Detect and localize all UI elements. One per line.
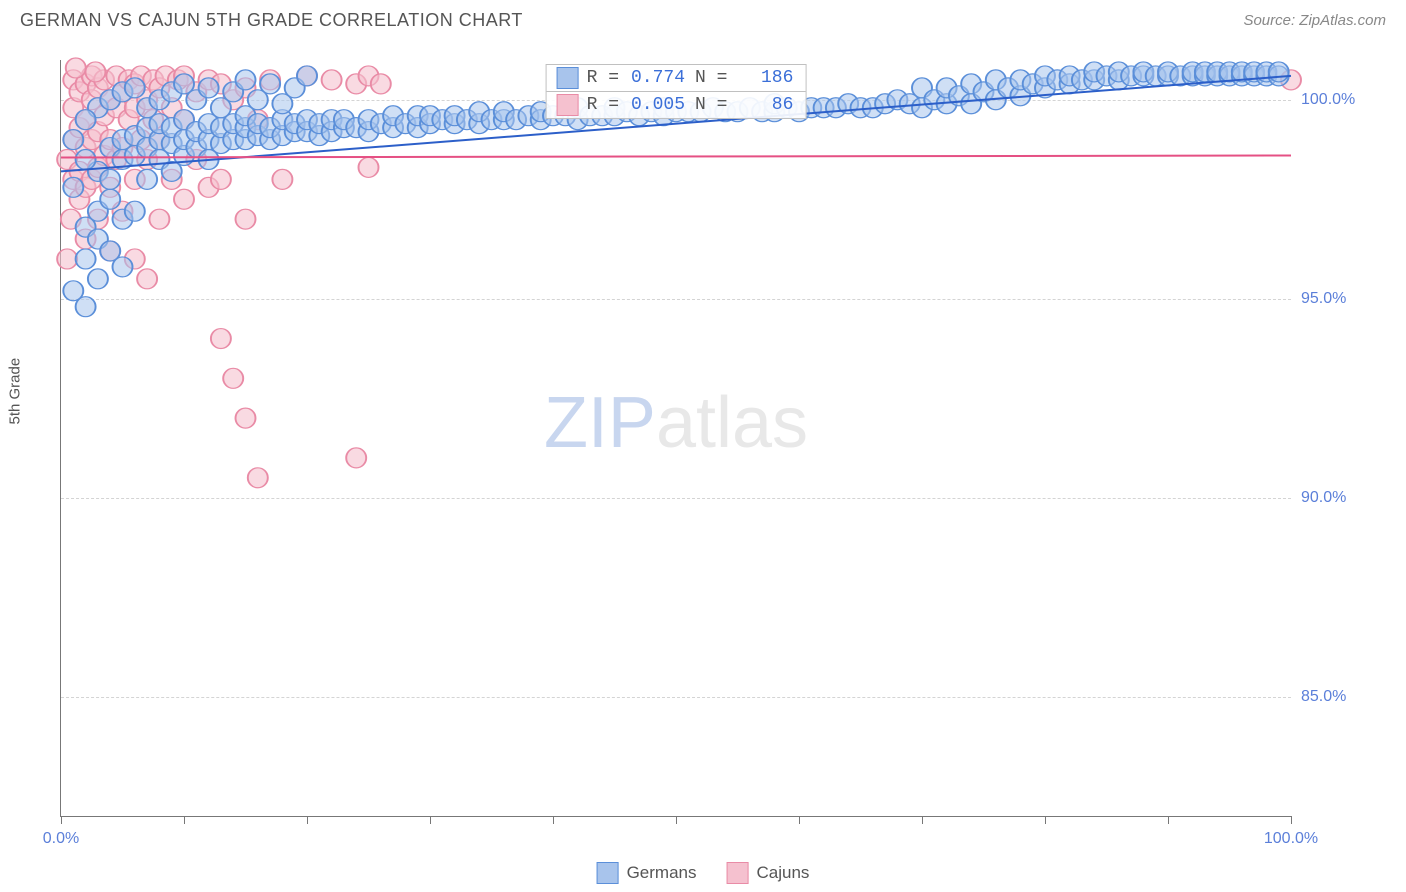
x-tick <box>430 816 431 824</box>
data-point <box>57 249 77 269</box>
data-point <box>1269 62 1289 82</box>
x-tick <box>799 816 800 824</box>
data-point <box>211 169 231 189</box>
data-point <box>248 468 268 488</box>
data-point <box>76 110 96 130</box>
legend-item-germans: Germans <box>597 862 697 884</box>
chart-title: GERMAN VS CAJUN 5TH GRADE CORRELATION CH… <box>20 10 523 31</box>
data-point <box>346 448 366 468</box>
x-tick <box>1045 816 1046 824</box>
data-point <box>211 329 231 349</box>
stat-n-germans: 186 <box>735 68 795 88</box>
trend-line <box>61 155 1291 157</box>
data-point <box>125 78 145 98</box>
data-point <box>137 169 157 189</box>
stat-r-germans: 0.774 <box>627 68 687 88</box>
data-point <box>76 249 96 269</box>
stats-row-germans: R = 0.774 N = 186 <box>547 65 806 92</box>
y-tick-label: 100.0% <box>1301 91 1376 109</box>
y-tick-label: 90.0% <box>1301 489 1376 507</box>
data-point <box>199 78 219 98</box>
data-point <box>149 209 169 229</box>
data-point <box>88 269 108 289</box>
stat-n-label: N = <box>693 95 729 115</box>
data-point <box>63 177 83 197</box>
data-point <box>174 189 194 209</box>
x-tick <box>307 816 308 824</box>
x-tick <box>1291 816 1292 824</box>
stats-row-cajuns: R = 0.005 N = 86 <box>547 92 806 118</box>
data-point <box>223 368 243 388</box>
legend-swatch-cajuns <box>727 862 749 884</box>
data-point <box>371 74 391 94</box>
x-tick <box>676 816 677 824</box>
legend: Germans Cajuns <box>597 862 810 884</box>
x-tick <box>553 816 554 824</box>
stat-r-label: R = <box>585 95 621 115</box>
x-tick-label: 100.0% <box>1264 830 1318 848</box>
swatch-cajuns <box>557 94 579 116</box>
x-tick <box>1168 816 1169 824</box>
data-point <box>137 269 157 289</box>
data-point <box>236 70 256 90</box>
scatter-svg <box>61 60 1291 816</box>
data-point <box>100 189 120 209</box>
source-attribution: Source: ZipAtlas.com <box>1243 12 1386 29</box>
x-tick <box>922 816 923 824</box>
data-point <box>260 74 280 94</box>
data-point <box>322 70 342 90</box>
stat-r-label: R = <box>585 68 621 88</box>
data-point <box>359 157 379 177</box>
data-point <box>297 66 317 86</box>
data-point <box>125 201 145 221</box>
stat-n-label: N = <box>693 68 729 88</box>
data-point <box>76 149 96 169</box>
legend-swatch-germans <box>597 862 619 884</box>
data-point <box>100 169 120 189</box>
x-tick <box>61 816 62 824</box>
y-tick-label: 85.0% <box>1301 688 1376 706</box>
x-tick <box>184 816 185 824</box>
data-point <box>236 209 256 229</box>
y-tick-label: 95.0% <box>1301 290 1376 308</box>
legend-item-cajuns: Cajuns <box>727 862 810 884</box>
stat-r-cajuns: 0.005 <box>627 95 687 115</box>
data-point <box>85 62 105 82</box>
stat-n-cajuns: 86 <box>735 95 795 115</box>
data-point <box>76 297 96 317</box>
x-tick-label: 0.0% <box>43 830 79 848</box>
data-point <box>100 241 120 261</box>
y-axis-label: 5th Grade <box>7 358 24 425</box>
data-point <box>63 130 83 150</box>
legend-label-cajuns: Cajuns <box>757 863 810 883</box>
data-point <box>66 58 86 78</box>
legend-label-germans: Germans <box>627 863 697 883</box>
chart-area: 5th Grade ZIPatlas R = 0.774 N = 186 R =… <box>20 45 1386 847</box>
stats-box: R = 0.774 N = 186 R = 0.005 N = 86 <box>546 64 807 119</box>
data-point <box>236 408 256 428</box>
swatch-germans <box>557 67 579 89</box>
data-point <box>272 169 292 189</box>
chart-header: GERMAN VS CAJUN 5TH GRADE CORRELATION CH… <box>0 0 1406 36</box>
plot-region: ZIPatlas R = 0.774 N = 186 R = 0.005 N =… <box>60 60 1291 817</box>
